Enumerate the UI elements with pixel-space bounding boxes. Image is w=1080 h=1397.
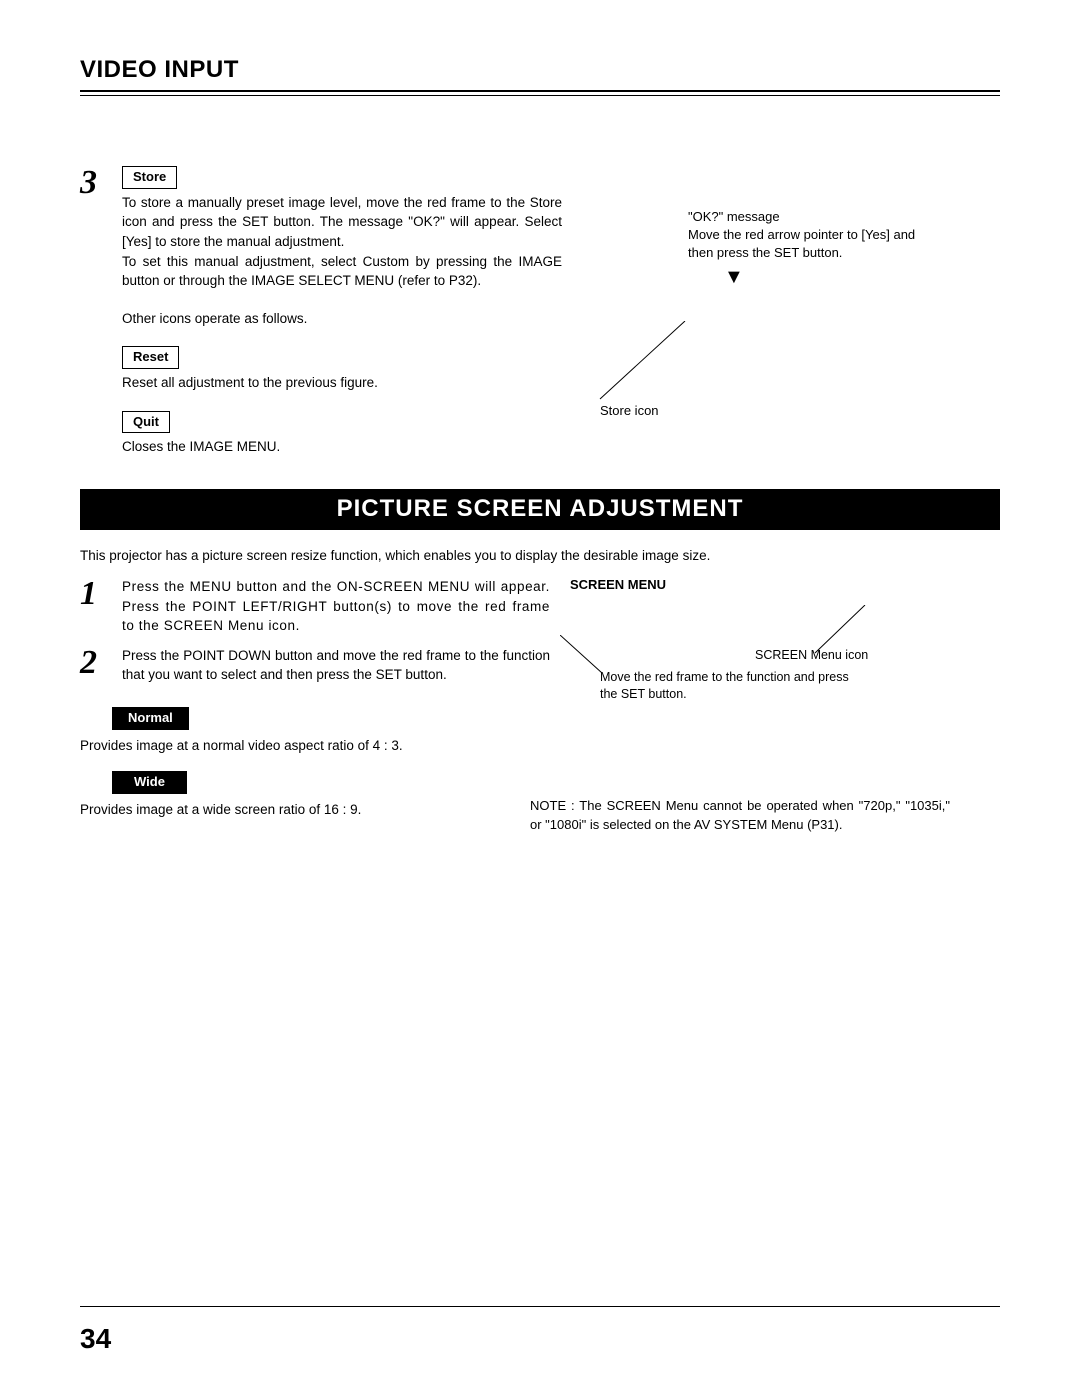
other-icons-intro: Other icons operate as follows. [122, 309, 562, 329]
intro-text: This projector has a picture screen resi… [80, 548, 1000, 563]
move-frame-callout: Move the red frame to the function and p… [600, 669, 860, 703]
reset-label-box: Reset [122, 346, 179, 369]
wide-label: Wide [112, 771, 187, 794]
step-2-text: Press the POINT DOWN button and move the… [122, 646, 550, 685]
store-label-box: Store [122, 166, 177, 189]
wide-block: Wide [112, 771, 550, 798]
store-description-2: To set this manual adjustment, select Cu… [122, 252, 562, 291]
store-icon-callout-line [580, 321, 690, 411]
arrow-down-icon: ▼ [724, 267, 744, 287]
section-title: VIDEO INPUT [80, 56, 1000, 84]
footer-rule [80, 1306, 1000, 1307]
reset-description: Reset all adjustment to the previous fig… [122, 373, 562, 393]
step-1-text: Press the MENU button and the ON-SCREEN … [122, 577, 550, 636]
screen-menu-icon-callout: SCREEN Menu icon [755, 647, 868, 664]
wide-description: Provides image at a wide screen ratio of… [80, 802, 550, 817]
step-1: 1 Press the MENU button and the ON-SCREE… [80, 577, 550, 636]
header-rule [80, 90, 1000, 96]
step-number-3: 3 [80, 166, 122, 200]
screen-menu-note: NOTE : The SCREEN Menu cannot be operate… [530, 797, 950, 835]
page-number: 34 [80, 1323, 111, 1355]
step-number-2: 2 [80, 646, 122, 680]
picture-screen-adjustment-banner: PICTURE SCREEN ADJUSTMENT [80, 489, 1000, 530]
ok-message-note: "OK?" message Move the red arrow pointer… [688, 208, 918, 288]
step-2: 2 Press the POINT DOWN button and move t… [80, 646, 550, 685]
screen-menu-heading: SCREEN MENU [570, 577, 1000, 592]
normal-description: Provides image at a normal video aspect … [80, 738, 550, 753]
store-icon-label: Store icon [600, 402, 659, 420]
step-number-1: 1 [80, 577, 122, 611]
quit-label-box: Quit [122, 411, 170, 434]
quit-block: Quit Closes the IMAGE MENU. [122, 411, 562, 457]
normal-label: Normal [112, 707, 189, 730]
normal-block: Normal [112, 707, 550, 734]
reset-block: Reset Reset all adjustment to the previo… [122, 346, 562, 392]
store-description: To store a manually preset image level, … [122, 193, 562, 252]
quit-description: Closes the IMAGE MENU. [122, 437, 562, 457]
